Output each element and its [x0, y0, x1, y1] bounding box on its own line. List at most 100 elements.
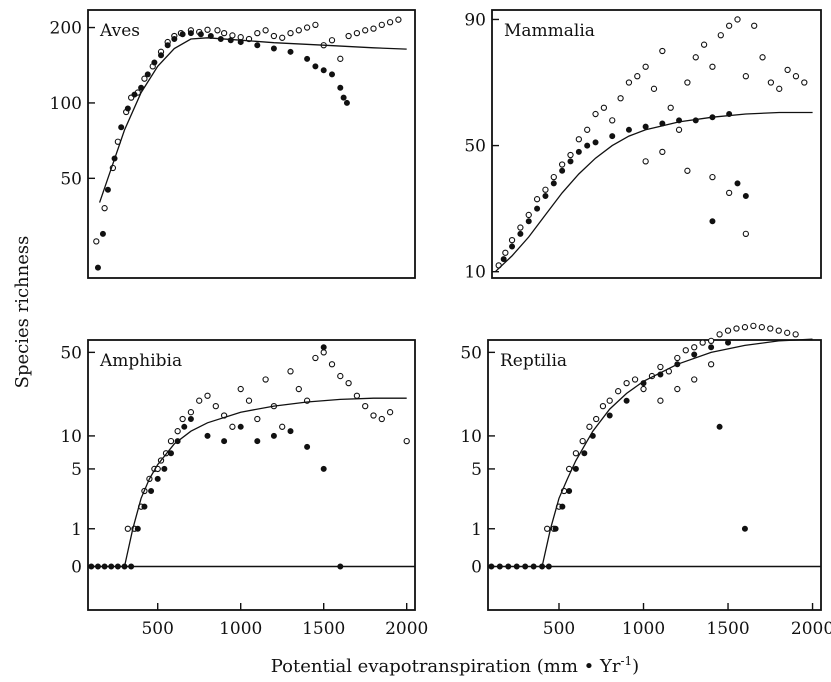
data-point-open [709, 63, 716, 70]
data-point-open [750, 322, 757, 329]
data-point-filled [725, 339, 732, 346]
data-point-filled [513, 563, 520, 570]
panel-reptilia: 0 1 5 10 50 500 1000 1500 2000 Reptilia [460, 322, 831, 639]
x-tick-label: 2000 [791, 619, 831, 639]
data-point-open [792, 331, 799, 338]
data-point-filled [340, 94, 347, 101]
data-point-filled [287, 428, 294, 435]
data-point-open [640, 385, 647, 393]
data-point-filled [625, 126, 632, 133]
x-tick-label: 500 [543, 619, 575, 639]
data-point-filled [716, 423, 723, 430]
data-point-open [642, 63, 649, 70]
y-tick-label: 50 [464, 137, 486, 157]
data-point-filled [509, 243, 516, 250]
data-point-open [767, 79, 775, 86]
data-point-open [579, 437, 586, 445]
data-point-open [386, 409, 394, 416]
data-point-open [345, 379, 352, 387]
data-point-open [742, 230, 749, 238]
data-point-filled [144, 71, 151, 78]
data-point-filled [167, 450, 174, 457]
data-point-open [254, 29, 261, 37]
data-point-open [395, 16, 402, 23]
data-point-filled [581, 450, 588, 457]
data-point-filled [545, 563, 552, 570]
data-point-filled [505, 563, 512, 570]
data-point-filled [287, 48, 294, 55]
trend-curve [123, 397, 407, 567]
data-point-open [586, 423, 593, 430]
data-point-open [707, 337, 715, 345]
data-point-open [741, 324, 749, 331]
y-axis-label: Species richness [12, 236, 33, 389]
trend-curve [541, 338, 813, 567]
data-point-filled [151, 59, 158, 66]
data-point-open [262, 376, 269, 383]
data-point-open [370, 412, 377, 419]
y-tick-label: 1 [471, 520, 482, 540]
data-point-filled [609, 133, 616, 140]
data-point-open [584, 126, 591, 133]
data-point-open [606, 397, 613, 404]
panel-mammalia: 10 50 90 Mammalia [464, 9, 822, 283]
data-point-open [716, 331, 723, 338]
data-point-open [717, 32, 724, 39]
data-point-open [124, 525, 131, 532]
data-point-open [657, 363, 664, 371]
data-point-open [533, 196, 541, 203]
data-point-filled [304, 55, 311, 62]
panel-title: Aves [99, 21, 140, 41]
y-tick-label: 10 [464, 263, 486, 283]
data-point-filled [204, 432, 211, 439]
x-tick-label: 1000 [622, 619, 665, 639]
data-point-open [270, 32, 278, 40]
data-point-filled [148, 488, 155, 495]
data-point-open [593, 415, 600, 423]
data-point-open [733, 325, 740, 332]
data-point-filled [171, 36, 178, 43]
data-point-open [544, 525, 551, 532]
y-tick-label: 10 [60, 427, 82, 447]
data-point-filled [131, 91, 138, 98]
data-point-filled [542, 193, 549, 200]
data-point-open [295, 385, 302, 393]
data-point-open [801, 79, 808, 86]
y-tick-label: 1 [71, 520, 82, 540]
data-point-open [295, 27, 302, 34]
data-point-open [204, 26, 211, 33]
data-point-open [667, 104, 674, 111]
x-tick-label: 2000 [385, 619, 428, 639]
data-point-filled [337, 563, 344, 570]
data-point-filled [517, 230, 524, 237]
data-point-filled [566, 488, 573, 495]
data-point-open [386, 19, 394, 26]
data-point-filled [161, 465, 168, 472]
data-point-filled [270, 45, 277, 52]
data-point-open [508, 237, 516, 244]
data-point-filled [179, 31, 186, 38]
data-point-filled [197, 31, 204, 38]
data-point-open [634, 73, 641, 80]
plot-frame [87, 9, 416, 279]
data-point-open [262, 27, 269, 34]
y-tick-label: 200 [50, 19, 82, 39]
data-point-filled [329, 71, 336, 78]
data-point-filled [552, 525, 559, 532]
data-point-open [617, 95, 624, 102]
x-axis-label-close: ) [632, 656, 639, 677]
data-point-open [734, 16, 741, 23]
data-point-open [567, 151, 574, 159]
data-point-open [776, 85, 783, 92]
data-point-open [550, 173, 557, 181]
x-tick-label: 1000 [219, 619, 262, 639]
data-point-filled [181, 423, 188, 430]
data-point-filled [572, 465, 579, 472]
data-point-filled [237, 423, 244, 430]
data-point-open [362, 27, 369, 34]
data-point-filled [108, 563, 115, 570]
data-point-filled [709, 218, 716, 225]
data-point-filled [496, 563, 503, 570]
data-point-filled [567, 158, 574, 165]
data-point-open [279, 34, 286, 41]
